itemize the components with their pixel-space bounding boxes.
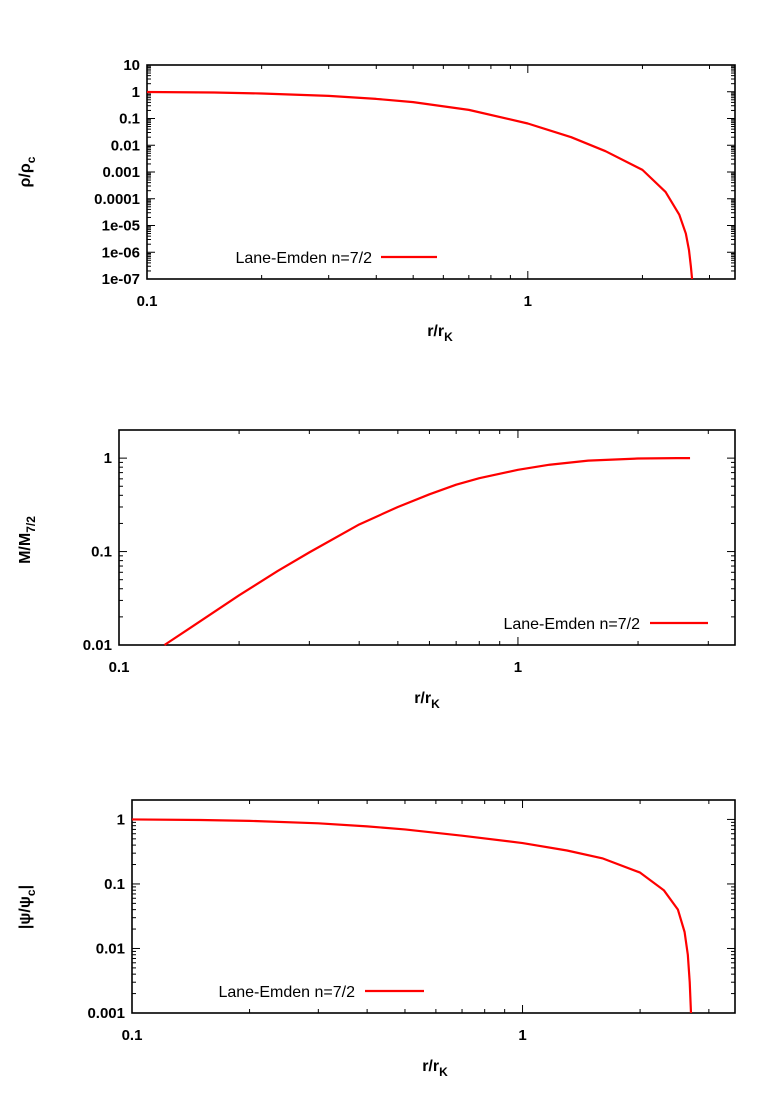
plot-frame	[118, 429, 736, 646]
y-tick-label: 0.001	[102, 164, 140, 181]
x-minor-ticks	[238, 430, 709, 645]
legend: Lane-Emden n=7/2	[503, 616, 708, 633]
y-tick-label: 0.001	[87, 1005, 125, 1022]
y-tick-label: 1	[104, 450, 112, 467]
x-axis-label: r/rK	[427, 323, 453, 344]
y-tick-label: 1e-07	[102, 271, 140, 288]
x-tick-label: 1	[524, 293, 532, 310]
x-minor-ticks	[261, 65, 711, 279]
y-axis-label: M/M7/2	[17, 516, 38, 564]
legend-label: Lane-Emden n=7/2	[503, 616, 640, 633]
legend-label: Lane-Emden n=7/2	[235, 250, 372, 267]
chart-panel-1: 0.1 1 10 1 0.1 0.01 0.001 0.0001 1e-05 1e-06 1e-07…	[17, 57, 736, 344]
y-minor-ticks	[119, 461, 735, 618]
x-axis-label: r/rK	[414, 690, 440, 711]
x-tick-label: 0.1	[137, 293, 158, 310]
y-tick-label: 0.1	[104, 876, 125, 893]
x-minor-ticks	[249, 800, 710, 1013]
y-tick-label: 1	[117, 811, 125, 828]
y-tick-label: 0.1	[119, 111, 140, 128]
y-tick-label: 0.01	[111, 137, 140, 154]
series-line-1	[163, 457, 691, 646]
series-line-1	[131, 818, 693, 1014]
series-line-1	[146, 90, 694, 280]
y-tick-label: 0.0001	[94, 191, 140, 208]
y-tick-label: 1e-06	[102, 244, 140, 261]
y-tick-label: 0.1	[91, 544, 112, 561]
legend: Lane-Emden n=7/2	[235, 250, 437, 267]
legend: Lane-Emden n=7/2	[218, 984, 424, 1001]
chart-panel-3: 0.1 1 1 0.1 0.01 0.001 Lane-Emden n=7/2 r/rK |ψ/…	[17, 799, 736, 1079]
y-minor-ticks	[132, 821, 735, 995]
x-axis-label: r/rK	[422, 1058, 448, 1079]
x-tick-label: 0.1	[122, 1027, 143, 1044]
y-axis-label: ρ/ρc	[17, 156, 38, 187]
y-tick-label: 1e-05	[102, 218, 140, 235]
plot-frame	[146, 64, 736, 280]
y-tick-label: 0.01	[83, 637, 112, 654]
x-tick-label: 1	[514, 659, 522, 676]
chart-panel-2: 0.1 1 1 0.1 0.01 Lane-Emden n=7/2 r/rK M/M7/2	[17, 429, 736, 711]
y-tick-label: 10	[123, 57, 140, 74]
x-tick-label: 0.1	[109, 659, 130, 676]
plot-frame	[131, 799, 736, 1014]
y-tick-label: 1	[132, 84, 140, 101]
x-tick-label: 1	[518, 1027, 526, 1044]
y-tick-label: 0.01	[96, 940, 125, 957]
y-minor-ticks	[147, 65, 735, 272]
legend-label: Lane-Emden n=7/2	[218, 984, 355, 1001]
y-axis-label: |ψ/ψc|	[17, 885, 38, 929]
